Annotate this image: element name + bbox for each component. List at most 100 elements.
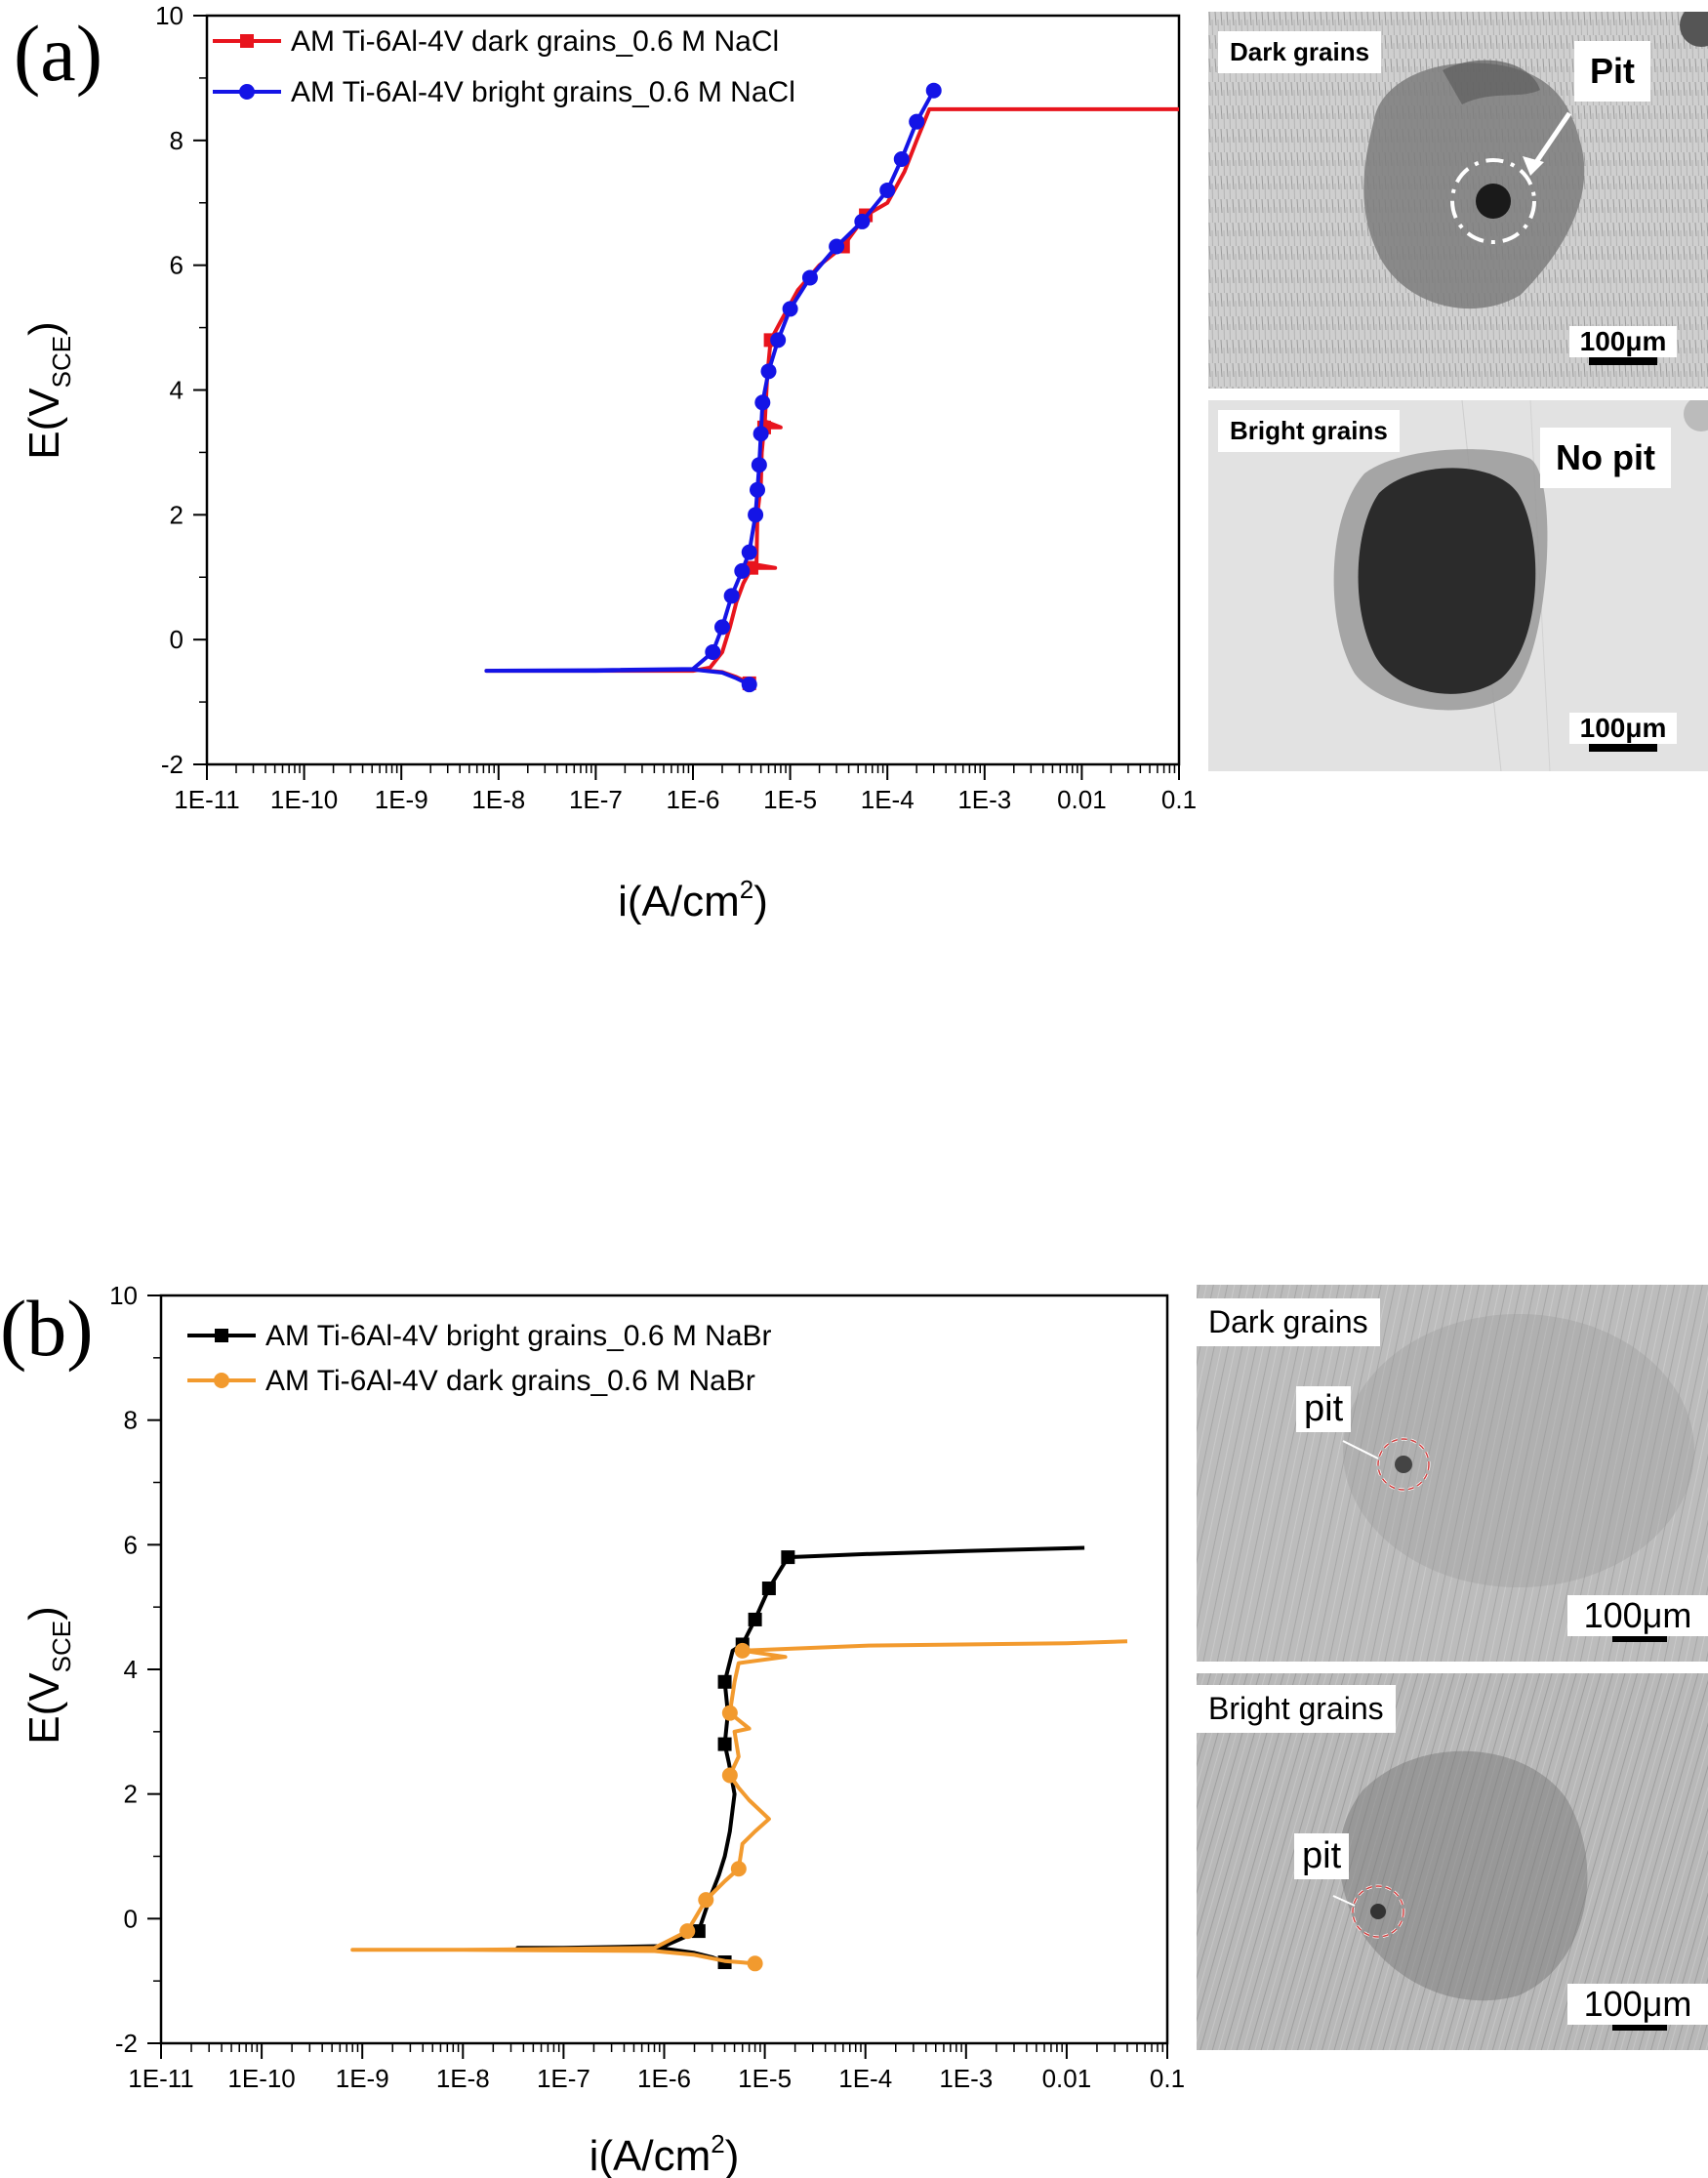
series-point-1 (741, 544, 757, 560)
scale-bar-line (1589, 357, 1657, 365)
micrograph-b-dark: Dark grains pit 100μm (1197, 1285, 1708, 1662)
x-tick-label: 1E-4 (838, 2064, 892, 2093)
y-tick-label: -2 (115, 2029, 138, 2058)
x-tick-label: 1E-5 (763, 785, 817, 814)
x-tick-label: 1E-5 (738, 2064, 792, 2093)
scale-bar-label: 100μm (1569, 326, 1677, 357)
pit-annotation: pit (1294, 1833, 1350, 1879)
series-point-1 (713, 619, 730, 636)
series-point-1 (723, 588, 740, 604)
scale-bar-line (1612, 2025, 1667, 2031)
series-point-1 (751, 457, 767, 473)
scale-bar-label: 100μm (1569, 713, 1677, 744)
series-point-1 (760, 363, 777, 380)
series-point-0 (717, 1674, 732, 1689)
y-tick-label: 2 (170, 500, 183, 529)
micrograph-label: Bright grains (1218, 410, 1400, 452)
x-tick-label: 1E-4 (861, 785, 915, 814)
x-tick-label: 1E-10 (227, 2064, 295, 2093)
micrograph-label: Bright grains (1197, 1685, 1396, 1733)
y-tick-label: 2 (124, 1780, 138, 1809)
x-tick-label: 0.1 (1150, 2064, 1185, 2093)
y-tick-label: -2 (161, 750, 183, 779)
scale-bar: 100μm (1569, 326, 1677, 365)
micrograph-texture (1197, 1673, 1708, 2050)
micrograph-label: Dark grains (1218, 31, 1382, 73)
legend-entry: AM Ti-6Al-4V bright grains_0.6 M NaBr (265, 1320, 772, 1352)
scale-bar-label: 100μm (1567, 1984, 1708, 2025)
chart-a: 1E-11 1E-10 1E-9 1E-8 1E-7 1E-6 1E-5 1E-4 1E-3 0.… (20, 1, 1197, 925)
micrograph-texture (1208, 400, 1708, 771)
micrograph-a-bright: Bright grains No pit 100μm (1208, 400, 1708, 771)
x-tick-label: 1E-10 (270, 785, 338, 814)
series-point-1 (770, 332, 787, 349)
legend-swatch-marker (240, 34, 254, 48)
y-tick-label: 6 (124, 1530, 138, 1559)
x-tick-label: 1E-3 (957, 785, 1011, 814)
series-point-1 (909, 113, 925, 130)
x-tick-label: 1E-6 (637, 2064, 691, 2093)
series-point-1 (747, 1955, 763, 1972)
series-point-1 (925, 82, 942, 99)
x-tick-label: 1E-11 (128, 2064, 193, 2093)
micrograph-label: Dark grains (1197, 1298, 1380, 1346)
series-point-1 (893, 151, 910, 168)
micrograph-a-dark: Dark grains Pit 100μm (1208, 12, 1708, 389)
series-line-1 (350, 1639, 1128, 1966)
series-point-1 (721, 1767, 738, 1784)
micrograph-texture (1197, 1285, 1708, 1662)
x-tick-label: 1E-9 (375, 785, 428, 814)
series-point-1 (829, 238, 845, 255)
pit-annotation: pit (1296, 1386, 1352, 1432)
series-point-1 (750, 481, 766, 498)
series-point-0 (781, 1550, 795, 1565)
panel-letter-a: (a) (14, 9, 103, 98)
y-tick-label: 4 (170, 376, 183, 405)
scale-bar-label: 100μm (1567, 1595, 1708, 1636)
scale-bar: 100μm (1569, 713, 1677, 752)
x-tick-label: 1E-9 (336, 2064, 389, 2093)
x-tick-label: 1E-7 (537, 2064, 590, 2093)
chart-b: 1E-11 1E-10 1E-9 1E-8 1E-7 1E-6 1E-5 1E-4 1E-3 0.… (20, 1281, 1185, 2178)
series-point-0 (761, 1582, 776, 1596)
y-tick-label: 6 (170, 251, 183, 280)
series-point-0 (691, 1924, 706, 1939)
series-point-1 (730, 1861, 747, 1877)
y-tick-label: 4 (124, 1655, 138, 1684)
legend-swatch-marker (239, 84, 255, 100)
y-tick-label: 0 (170, 625, 183, 654)
y-tick-label: 8 (124, 1406, 138, 1435)
series-point-0 (717, 1737, 732, 1751)
panel-letter-b: (b) (0, 1284, 94, 1373)
series-point-1 (679, 1923, 696, 1940)
series-point-1 (752, 426, 769, 442)
y-tick-label: 8 (170, 126, 183, 155)
series-line-1 (484, 89, 936, 686)
series-point-1 (705, 643, 721, 660)
y-tick-label: 10 (155, 1, 183, 30)
series-point-0 (748, 1612, 762, 1626)
series-point-1 (782, 301, 798, 317)
legend-entry: AM Ti-6Al-4V dark grains_0.6 M NaCl (291, 25, 779, 58)
x-axis-title: i(A/cm2) (590, 2129, 740, 2178)
y-tick-label: 10 (109, 1281, 138, 1310)
series-point-1 (801, 269, 818, 286)
series-point-1 (754, 394, 771, 411)
series-point-1 (879, 182, 896, 198)
series-point-1 (734, 562, 751, 579)
legend-entry: AM Ti-6Al-4V bright grains_0.6 M NaCl (291, 76, 795, 108)
no-pit-annotation: No pit (1540, 428, 1671, 488)
plot-frame (159, 1294, 1169, 2045)
legend-swatch-marker (215, 1329, 228, 1342)
x-tick-label: 1E-3 (939, 2064, 993, 2093)
micrograph-b-bright: Bright grains pit 100μm (1197, 1673, 1708, 2050)
y-axis-title: E(VSCE) (20, 321, 76, 459)
x-tick-label: 1E-6 (667, 785, 720, 814)
scale-bar-line (1589, 744, 1657, 752)
series-point-1 (741, 677, 757, 693)
legend-entry: AM Ti-6Al-4V dark grains_0.6 M NaBr (265, 1365, 755, 1397)
scale-bar: 100μm (1567, 1984, 1708, 2031)
series-point-1 (721, 1705, 738, 1721)
scale-bar-line (1612, 1636, 1667, 1642)
x-axis-title: i(A/cm2) (618, 875, 768, 925)
